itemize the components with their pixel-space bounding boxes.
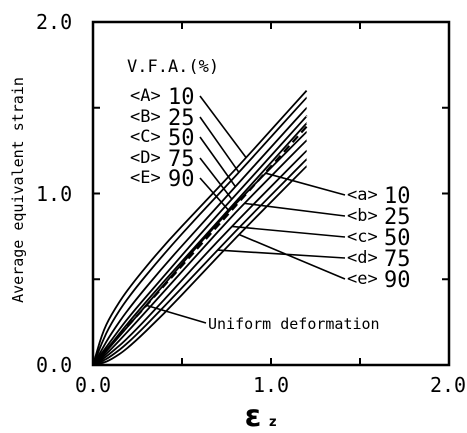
upper-legend: <A> 10 <B> 25 <C> 50 <D> 75 <E> 90 [130,85,195,192]
leader-line [238,233,346,280]
x-tick-labels: 0.0 1.0 2.0 [75,373,466,397]
upper-legend-value: 50 [168,126,195,151]
upper-legend-tag: <C> [130,127,161,147]
y-tick-label: 2.0 [36,10,72,34]
upper-legend-tag: <D> [130,148,161,168]
tick-marks [93,22,449,365]
leader-line [146,304,207,324]
series-line [92,139,308,366]
upper-legend-tag: <B> [130,107,161,127]
leader-line [199,177,229,211]
series-line [92,149,308,366]
x-tick-label: 0.0 [75,373,111,397]
x-tick-label: 2.0 [430,373,466,397]
leader-line [231,225,346,238]
x-axis-label-subscript: z [269,415,277,430]
series-line [92,131,308,366]
lower-legend-value: 10 [384,184,411,209]
leader-line [199,157,233,200]
series-line [92,165,308,366]
leader-line [199,95,247,159]
leader-lines-layer [146,95,346,324]
lower-legend: <a> 10 <b> 25 <c> 50 <d> 75 <e> 90 [347,184,411,293]
legend-title: V.F.A.(%) [127,57,219,77]
lower-legend-tag: <e> [347,269,378,289]
series-line [92,115,308,366]
upper-legend-value: 10 [168,85,195,110]
y-tick-label: 0.0 [36,353,72,377]
series-line [92,107,308,366]
y-axis-label: Average equivalent strain [9,77,27,303]
y-tick-labels: 2.0 1.0 0.0 [36,10,72,377]
leader-line [199,136,237,188]
lower-legend-value: 50 [384,226,411,251]
x-tick-label: 1.0 [253,373,289,397]
upper-legend-value: 25 [168,106,195,131]
leader-line [199,116,240,173]
leader-line [265,172,346,196]
upper-legend-tag: <A> [130,86,161,106]
curves-layer [92,89,308,366]
lower-legend-tag: <b> [347,206,378,226]
leader-line [244,202,346,217]
lower-legend-value: 25 [384,205,411,230]
uniform-deformation-label: Uniform deformation [208,315,380,333]
lower-legend-tag: <c> [347,227,378,247]
upper-legend-value: 75 [168,147,195,172]
y-tick-label: 1.0 [36,182,72,206]
lower-legend-value: 75 [384,247,411,272]
lower-legend-tag: <a> [347,185,378,205]
series-line [92,96,308,366]
series-line [92,89,308,366]
lower-legend-tag: <d> [347,248,378,268]
leader-line [217,249,346,259]
lower-legend-value: 90 [384,268,411,293]
upper-legend-tag: <E> [130,168,161,188]
x-axis-label: ε [245,399,262,433]
upper-legend-value: 90 [168,167,195,192]
series-line [92,158,308,366]
